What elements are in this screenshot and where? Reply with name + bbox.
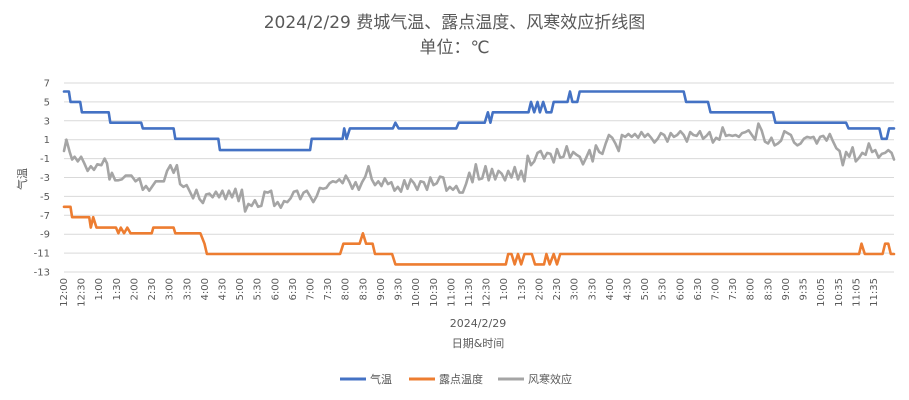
y-tick-label: -3: [40, 173, 50, 184]
x-tick-label: 4:30: [622, 278, 633, 300]
y-tick-label: -5: [40, 192, 50, 203]
x-tick-labels: 12:00 12:30 1:00 1:30 2:00 2:30 3:00 3:30 4:00 4:…: [59, 278, 880, 307]
x-tick-label: 10:00: [411, 278, 422, 307]
x-tick-label: 7:30: [728, 278, 739, 300]
x-tick-label: 10:05: [816, 278, 827, 307]
chart-title: 2024/2/29 费城气温、露点温度、风寒效应折线图: [264, 13, 646, 33]
y-tick-label: 1: [44, 135, 50, 146]
legend-label: 气温: [370, 372, 392, 386]
x-tick-label: 6:00: [270, 278, 281, 300]
x-tick-label: 6:30: [288, 278, 299, 300]
x-tick-label: 1:30: [517, 278, 528, 300]
x-tick-label: 6:30: [693, 278, 704, 300]
x-tick-label: 1:00: [94, 278, 105, 300]
x-tick-label: 3:00: [165, 278, 176, 300]
x-group-label: 2024/2/29: [450, 317, 506, 330]
x-tick-label: 3:00: [570, 278, 581, 300]
y-tick-label: -9: [40, 230, 50, 241]
x-tick-label: 2:00: [534, 278, 545, 300]
series-line-3: [62, 122, 896, 213]
x-tick-label: 5:00: [235, 278, 246, 300]
x-tick-label: 9:35: [799, 278, 810, 300]
x-tick-label: 4:00: [200, 278, 211, 300]
series-line-2: [62, 205, 896, 266]
x-tick-label: 10:35: [834, 278, 845, 307]
x-tick-label: 8:30: [358, 278, 369, 300]
x-tick-label: 9:30: [394, 278, 405, 300]
x-tick-label: 3:30: [587, 278, 598, 300]
x-tick-label: 2:00: [129, 278, 140, 300]
x-tick-label: 9:00: [376, 278, 387, 300]
x-tick-label: 5:30: [253, 278, 264, 300]
x-axis-label: 日期&时间: [452, 337, 505, 350]
x-tick-label: 3:30: [182, 278, 193, 300]
y-tick-label: -1: [40, 154, 50, 165]
x-tick-label: 12:30: [482, 278, 493, 307]
x-tick-label: 7:00: [711, 278, 722, 300]
x-tick-label: 12:30: [77, 278, 88, 307]
x-tick-label: 11:05: [851, 278, 862, 307]
y-tick-label: 3: [44, 116, 50, 127]
series-lines: [62, 90, 896, 266]
x-tick-label: 4:30: [217, 278, 228, 300]
x-tick-label: 2:30: [552, 278, 563, 300]
chart-subtitle: 单位：℃: [419, 38, 489, 58]
x-tick-label: 5:00: [640, 278, 651, 300]
x-tick-label: 4:00: [605, 278, 616, 300]
y-axis-label: 气温: [15, 168, 29, 190]
x-tick-label: 5:30: [658, 278, 669, 300]
x-tick-label: 1:30: [112, 278, 123, 300]
x-tick-label: 8:00: [341, 278, 352, 300]
y-tick-label: -11: [34, 249, 50, 260]
y-tick-labels: 7 5 3 1 -1 -3 -5 -7 -9 -11 -13: [34, 79, 50, 279]
x-tick-label: 8:00: [746, 278, 757, 300]
x-tick-label: 12:00: [59, 278, 70, 307]
x-tick-label: 6:00: [675, 278, 686, 300]
x-tick-label: 10:30: [429, 278, 440, 307]
x-tick-label: 11:00: [446, 278, 457, 307]
x-tick-label: 11:30: [464, 278, 475, 307]
legend-label: 露点温度: [439, 372, 483, 386]
y-tick-label: -7: [40, 211, 50, 222]
x-tick-label: 9:00: [781, 278, 792, 300]
legend: 气温 露点温度 风寒效应: [340, 372, 572, 386]
y-tick-label: -13: [34, 268, 50, 279]
legend-label: 风寒效应: [528, 372, 572, 386]
x-tick-label: 7:00: [306, 278, 317, 300]
x-tick-label: 8:30: [763, 278, 774, 300]
y-tick-label: 5: [44, 97, 50, 108]
x-tick-label: 2:30: [147, 278, 158, 300]
x-tick-label: 7:30: [323, 278, 334, 300]
x-tick-label: 11:35: [869, 278, 880, 307]
x-tick-label: 1:00: [499, 278, 510, 300]
y-tick-label: 7: [44, 79, 50, 90]
series-line-1: [62, 90, 896, 152]
